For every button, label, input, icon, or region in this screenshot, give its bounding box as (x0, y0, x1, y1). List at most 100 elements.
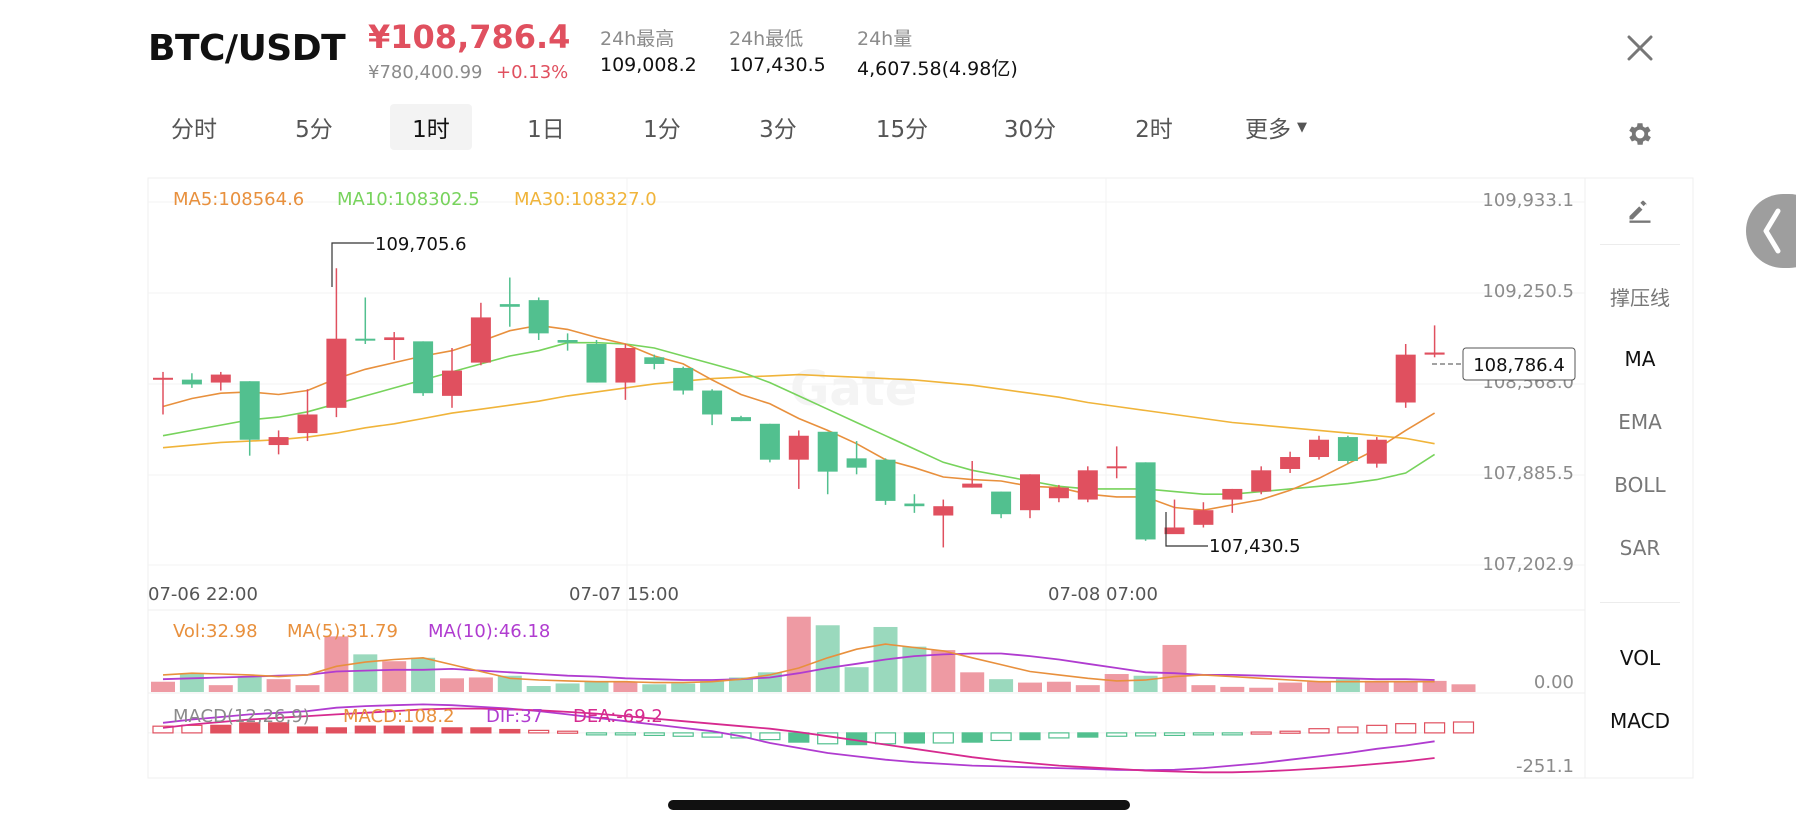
y-tick: 107,885.5 (1482, 463, 1574, 484)
tab-15m[interactable]: 15分 (875, 117, 929, 143)
tab-1m[interactable]: 1分 (643, 117, 681, 143)
macd-dif-line (162, 703, 1435, 772)
indicator-boll[interactable]: BOLL (1614, 473, 1666, 497)
last-price: ¥108,786.4 (368, 18, 571, 56)
candle-body (1309, 439, 1329, 458)
macd-bar (441, 727, 463, 734)
indicator-sar[interactable]: SAR (1619, 536, 1661, 560)
stat-label-volume: 24h量 (857, 28, 913, 50)
macd-bar (325, 727, 347, 734)
volume-bar (440, 678, 464, 692)
macd-bar (239, 722, 261, 734)
tab-30m[interactable]: 30分 (1003, 117, 1057, 143)
volume-bar (844, 667, 869, 692)
candle-body (1164, 527, 1185, 535)
close-button[interactable] (1622, 30, 1658, 66)
macd-y-tick: -251.1 (1516, 756, 1574, 777)
caret-down-icon: ▼ (1297, 119, 1307, 135)
macd-bar (585, 732, 608, 736)
volume-bar (1393, 681, 1418, 692)
current-price-box (1462, 347, 1576, 381)
current-price-label: 108,786.4 (1473, 355, 1565, 376)
macd-bar (383, 725, 405, 734)
tab-more-label: 更多 (1245, 117, 1291, 143)
settings-button[interactable] (1622, 116, 1658, 152)
volume-bar (151, 681, 175, 692)
candle-body (1193, 510, 1214, 525)
candle-body (470, 317, 491, 363)
volume-bar (1162, 644, 1187, 692)
tab-2h[interactable]: 2时 (1135, 117, 1173, 143)
macd-bar (643, 732, 665, 737)
candle-body (384, 337, 405, 341)
tab-timeshare[interactable]: 分时 (171, 117, 217, 143)
candle-body (962, 483, 983, 488)
candle-body (1337, 437, 1358, 462)
macd-dea-line (162, 707, 1435, 774)
indicator-support-resistance[interactable]: 撑压线 (1610, 286, 1670, 310)
draw-tool-button[interactable] (1622, 192, 1658, 228)
volume-bar (1364, 680, 1389, 692)
candle-body (355, 338, 376, 341)
x-tick: 07-08 07:00 (1048, 584, 1158, 605)
tab-1h[interactable]: 1时 (390, 104, 472, 150)
y-tick: 109,250.5 (1482, 281, 1574, 302)
macd-bar (210, 724, 232, 734)
candle-body (846, 458, 867, 468)
macd-bar (1423, 722, 1446, 734)
volume-bar (1307, 681, 1331, 692)
macd-legend-name: MACD(12,26,9) (173, 706, 310, 727)
stat-value-low: 107,430.5 (729, 54, 826, 76)
candle-body (991, 491, 1012, 515)
tab-1d[interactable]: 1日 (527, 117, 565, 143)
candle-body (557, 340, 578, 343)
volume-bars (151, 616, 1476, 692)
ma5-line (162, 324, 1436, 512)
candle-body (1222, 488, 1243, 500)
candle-body (181, 379, 202, 385)
candle-body (875, 459, 896, 501)
volume-bar (1104, 674, 1129, 692)
macd-bar (903, 732, 926, 744)
legend-ma30: MA30:108327.0 (514, 189, 657, 210)
pencil-icon (1629, 200, 1651, 223)
volume-bar (989, 679, 1014, 692)
macd-bar (874, 732, 897, 745)
indicator-ema[interactable]: EMA (1618, 410, 1662, 434)
macd-bar (1163, 732, 1186, 737)
candle-body (268, 437, 289, 446)
candle-body (817, 431, 838, 472)
macd-bar (1366, 724, 1388, 734)
candle-body (1135, 462, 1156, 540)
vol-legend-ma10: MA(10):46.18 (428, 621, 550, 642)
candle-body (528, 300, 549, 334)
vol-y-tick: 0.00 (1534, 672, 1574, 693)
macd-bar (1279, 730, 1301, 734)
candle-body (1251, 470, 1272, 492)
volume-bar (1422, 680, 1447, 692)
candle-body (326, 338, 347, 408)
indicator-ma[interactable]: MA (1624, 347, 1656, 371)
x-tick: 07-06 22:00 (148, 584, 258, 605)
macd-bar (990, 732, 1012, 742)
candle-body (1106, 466, 1127, 469)
volume-bar (786, 616, 811, 692)
macd-bar (1192, 732, 1215, 736)
indicator-macd[interactable]: MACD (1610, 709, 1670, 733)
tab-5m[interactable]: 5分 (295, 117, 333, 143)
volume-bar (497, 675, 522, 692)
volume-bar (642, 684, 667, 692)
macd-bar (528, 729, 550, 734)
candle-body (1395, 354, 1416, 403)
macd-bar (1452, 721, 1475, 734)
macd-legend-dif: DIF:37 (486, 706, 543, 727)
tab-3m[interactable]: 3分 (759, 117, 797, 143)
indicator-vol[interactable]: VOL (1619, 646, 1661, 670)
x-tick: 07-07 15:00 (569, 584, 679, 605)
y-tick: 107,202.9 (1482, 554, 1574, 575)
tab-more[interactable]: 更多 ▼ (1226, 104, 1326, 150)
candle-body (702, 390, 723, 415)
volume-bar (902, 646, 927, 692)
candle-body (442, 370, 462, 396)
